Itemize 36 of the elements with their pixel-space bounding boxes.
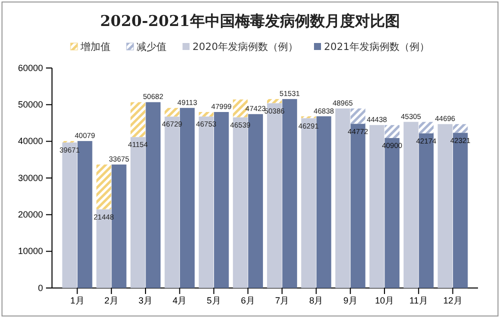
legend-label: 2020年发病例数（例） [192,41,298,53]
x-tick-label: 5月 [206,295,221,306]
legend-label: 2021年发病例数（例） [324,41,430,53]
x-tick-label: 8月 [309,295,324,306]
bar [198,112,214,117]
x-tick-label: 12月 [443,295,462,306]
x-tick-label: 11月 [409,295,428,306]
bar [164,108,180,117]
bar [130,102,146,138]
x-tick-label: 3月 [138,295,153,306]
x-tick-label: 4月 [172,295,187,306]
x-tick-label: 7月 [275,295,290,306]
x-tick-label: 6月 [240,295,255,306]
y-tick-label: 60000 [18,62,43,73]
bar [146,102,161,288]
y-tick-label: 20000 [18,210,43,220]
x-tick-label: 10月 [374,295,394,306]
x-tick-label: 1月 [70,295,84,306]
bar [384,125,400,138]
bar [248,114,263,288]
legend-label: 增加值 [80,41,111,53]
bar [267,99,282,104]
x-tick-label: 2月 [104,295,118,306]
bar [452,124,468,133]
bar [96,164,112,210]
y-tick-label: 40000 [18,136,43,146]
chart-title: 2020-2021年中国梅毒发病例数月度对比图 [100,12,400,30]
y-tick-label: 10000 [18,246,43,256]
y-tick-label: 0 [38,282,43,293]
bar [214,112,229,288]
y-tick-label: 50000 [18,100,43,110]
x-tick-label: 9月 [343,295,358,306]
legend-label: 减少值 [136,41,167,53]
bar [418,122,434,134]
bar [350,108,366,124]
y-tick-label: 30000 [18,172,43,183]
